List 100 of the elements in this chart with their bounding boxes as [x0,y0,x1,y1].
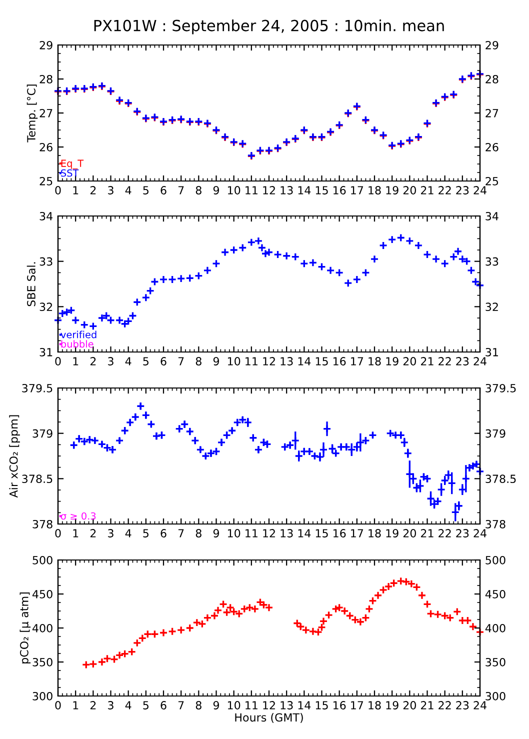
x-tick-label: 7 [178,357,184,366]
x-tick-label: 17 [351,701,364,710]
x-tick-label: 17 [351,186,364,194]
x-tick-label: 16 [333,186,346,194]
x-tick-label: 2 [90,701,96,710]
x-tick-label: 12 [263,529,275,538]
x-tick-label: 24 [474,357,486,366]
y-tick-label: 26 [40,142,52,152]
x-tick-label: 19 [386,701,398,710]
legend-label: σ ≥ 0.3 [60,512,96,520]
x-tick-label: 12 [263,701,275,710]
y2-tick-label: 400 [485,624,506,632]
x-tick-label: 1 [73,529,78,538]
x-tick-label: 14 [298,186,311,194]
y2-tick-label: 379 [486,429,506,438]
y2-tick-label: 33 [486,257,498,266]
chart-title: PX101W : September 24, 2005 : 10min. mean [94,20,444,34]
x-tick-label: 22 [438,529,451,538]
x-tick-label: 8 [196,701,202,710]
x-tick-label: 9 [213,357,220,366]
y-tick-label: 300 [32,692,52,700]
x-tick-label: 6 [160,186,166,194]
x-tick-label: 0 [55,357,61,366]
x-tick-label: 10 [228,186,240,194]
y-tick-label: 25 [40,176,52,186]
x-tick-label: 23 [456,529,469,538]
x-tick-label: 7 [178,529,184,538]
y-axis-title: pCO₂ [μ atm] [20,592,31,664]
y-tick-label: 32 [40,302,52,312]
x-tick-label: 14 [298,529,311,538]
x-tick-label: 6 [160,701,166,710]
y2-tick-label: 450 [485,590,506,598]
x-tick-label: 10 [228,701,240,710]
x-tick-label: 23 [456,186,469,194]
y-tick-label: 33 [40,257,52,266]
x-tick-label: 2 [90,357,96,366]
x-tick-label: 19 [386,529,398,538]
x-tick-label: 17 [351,357,364,366]
x-tick-label: 16 [333,529,346,538]
x-tick-label: 0 [55,701,61,710]
y-tick-label: 27 [40,108,52,118]
x-tick-label: 13 [280,186,293,194]
y2-tick-label: 378.5 [486,474,516,484]
x-tick-label: 17 [351,529,364,538]
x-tick-label: 4 [125,186,132,194]
y-axis-title: SBE Sal. [26,262,36,306]
x-tick-label: 21 [420,529,434,538]
y-tick-label: 34 [40,212,53,220]
x-tick-label: 22 [438,186,451,194]
x-tick-label: 9 [213,701,220,710]
x-tick-label: 19 [386,186,398,194]
y-axis-title: Temp. [°C] [26,84,38,142]
y2-tick-label: 26 [486,142,498,152]
x-tick-label: 5 [143,186,148,194]
x-tick-label: 8 [196,529,202,538]
x-tick-label: 24 [474,701,486,710]
x-tick-label: 11 [246,529,258,538]
x-tick-label: 1 [73,186,78,194]
x-tick-label: 20 [403,701,416,710]
y2-tick-label: 31 [486,348,498,356]
x-tick-label: 14 [298,357,311,366]
x-tick-label: 16 [333,701,346,710]
x-tick-label: 18 [368,357,381,366]
y2-tick-label: 32 [486,302,498,312]
x-tick-label: 15 [316,529,328,538]
y-tick-label: 31 [40,348,52,356]
y2-tick-label: 500 [486,556,506,564]
x-tick-label: 5 [143,357,148,366]
x-tick-label: 3 [108,357,114,366]
x-tick-label: 4 [125,529,132,538]
x-tick-label: 13 [280,529,293,538]
x-tick-label: 22 [438,701,451,710]
x-tick-label: 11 [246,186,258,194]
x-tick-label: 23 [456,357,469,366]
y2-tick-label: 350 [486,658,506,666]
x-tick-label: 21 [420,701,434,710]
x-tick-label: 18 [368,529,381,538]
x-tick-label: 11 [246,701,258,710]
x-tick-label: 15 [316,357,328,366]
y2-tick-label: 28 [486,74,498,84]
x-tick-label: 20 [403,186,416,194]
x-tick-label: 6 [160,357,166,366]
y2-tick-label: 25 [486,176,498,186]
x-tick-label: 24 [474,529,486,538]
y-tick-label: 350 [32,658,52,666]
x-tick-label: 7 [178,701,184,710]
y2-tick-label: 300 [486,692,506,700]
y-tick-label: 379.5 [22,384,52,392]
y-tick-label: 500 [32,556,52,564]
y-tick-label: 29 [40,40,52,50]
x-tick-label: 2 [90,529,96,538]
y-tick-label: 378 [32,520,52,528]
x-tick-label: 13 [280,701,293,710]
x-tick-label: 9 [213,529,220,538]
x-tick-label: 6 [160,529,166,538]
x-tick-label: 10 [228,357,240,366]
x-tick-label: 5 [143,529,148,538]
x-tick-label: 9 [213,186,220,194]
x-tick-label: 22 [438,357,451,366]
x-tick-label: 7 [178,186,184,194]
